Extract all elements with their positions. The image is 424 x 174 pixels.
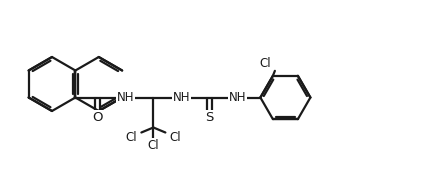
Text: O: O xyxy=(92,111,103,124)
Text: Cl: Cl xyxy=(148,139,159,152)
Text: NH: NH xyxy=(173,91,190,104)
Text: Cl: Cl xyxy=(126,131,137,144)
Text: Cl: Cl xyxy=(259,57,271,70)
Text: NH: NH xyxy=(229,91,246,104)
Text: NH: NH xyxy=(117,91,134,104)
Text: Cl: Cl xyxy=(170,131,181,144)
Text: S: S xyxy=(205,111,214,124)
